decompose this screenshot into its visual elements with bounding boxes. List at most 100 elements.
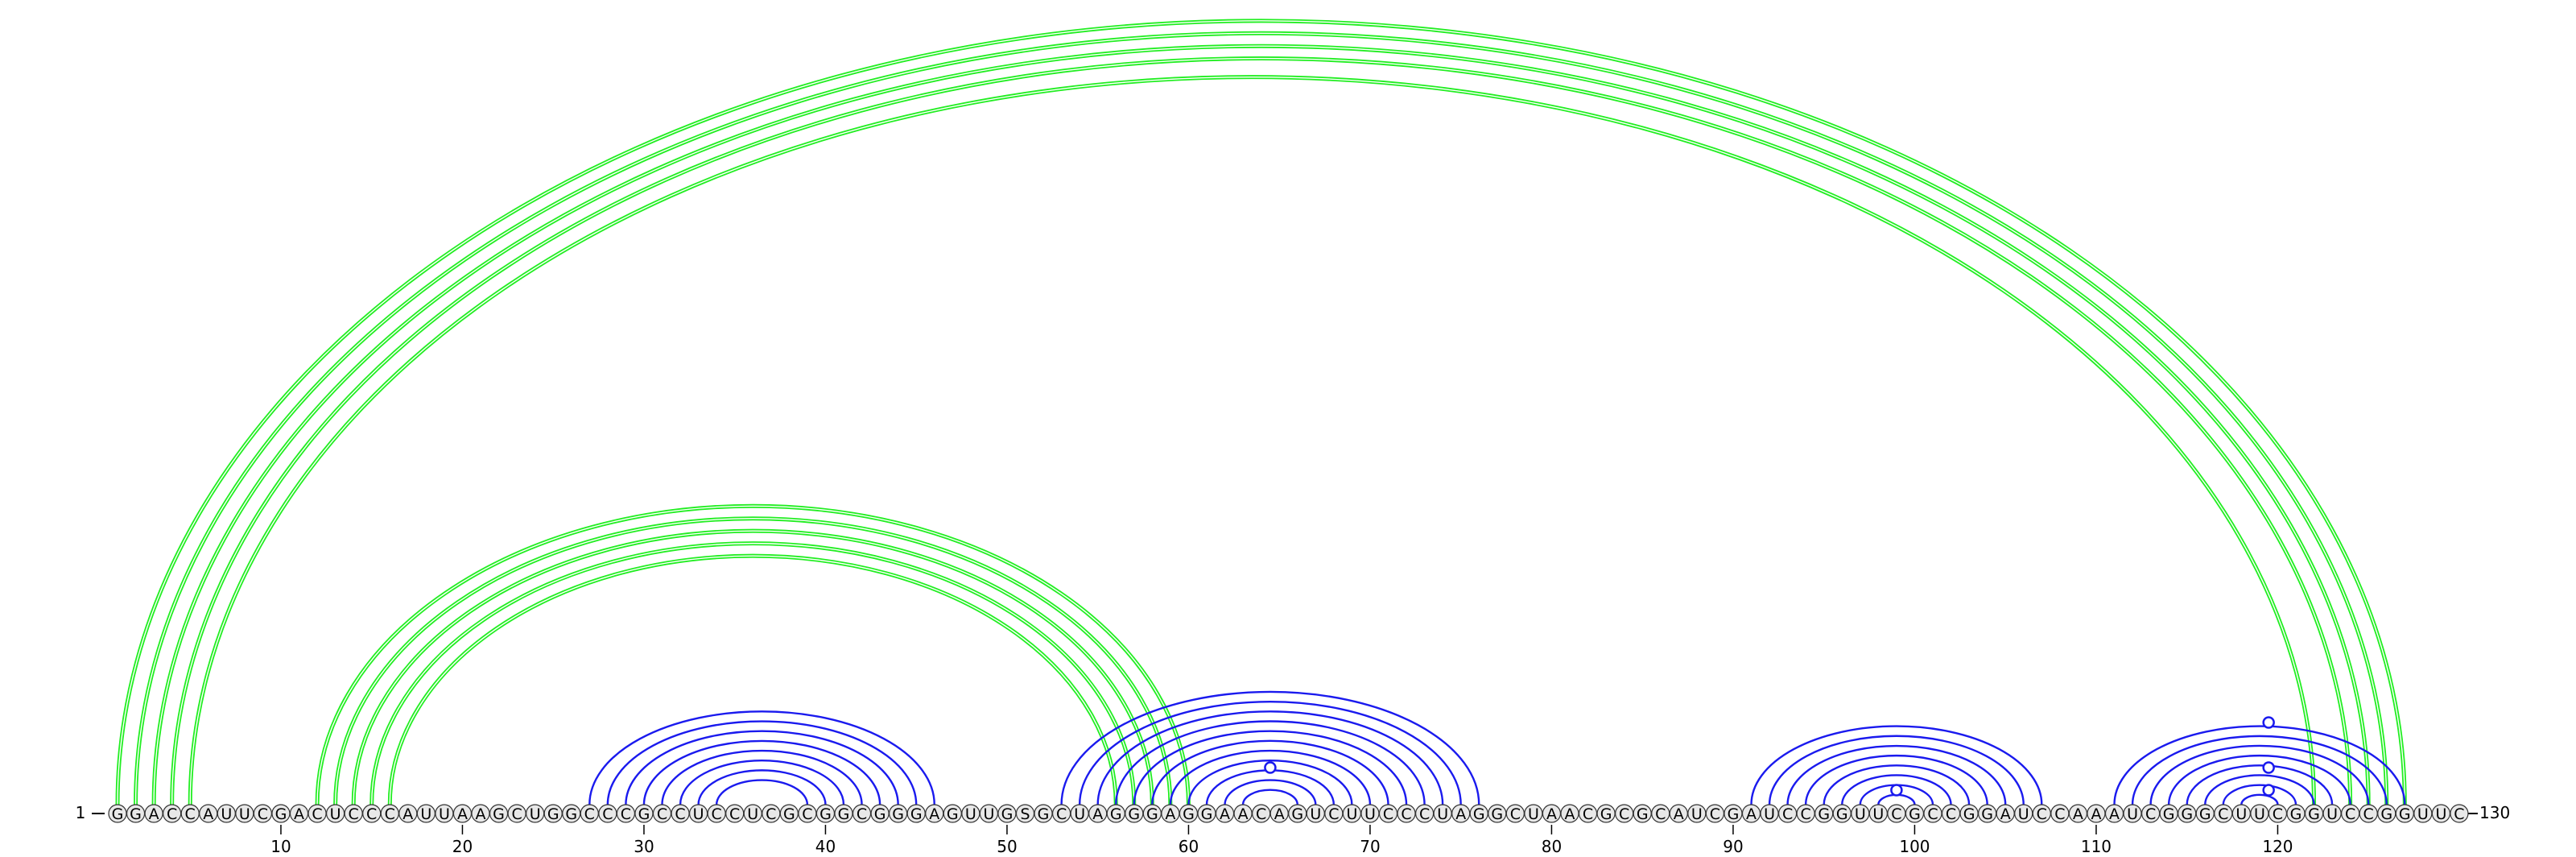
base-letter: C bbox=[2363, 805, 2374, 823]
base-letter: A bbox=[2000, 805, 2011, 823]
base-letter: G bbox=[1600, 805, 1612, 823]
base-letter: C bbox=[602, 805, 613, 823]
base-letter: C bbox=[2145, 805, 2156, 823]
base-letter: A bbox=[1674, 805, 1684, 823]
base-letter: C bbox=[258, 805, 268, 823]
pseudoknot-arc bbox=[151, 43, 2371, 805]
pseudoknot-arc-core bbox=[316, 505, 1190, 805]
helix-arc bbox=[1841, 774, 1952, 805]
end-label: 130 bbox=[2479, 803, 2510, 822]
base-letter: A bbox=[1238, 805, 1249, 823]
base-letter: U bbox=[1764, 805, 1775, 823]
helix-arc bbox=[1078, 700, 1462, 805]
arc-layer bbox=[115, 19, 2407, 805]
base-letter: U bbox=[965, 805, 976, 823]
base-letter: U bbox=[439, 805, 450, 823]
base-letter: A bbox=[929, 805, 939, 823]
base-letter: G bbox=[2380, 805, 2392, 823]
helix-arc bbox=[2113, 725, 2406, 805]
base-letter: C bbox=[349, 805, 359, 823]
base-letter: C bbox=[312, 805, 322, 823]
base-letter: G bbox=[874, 805, 886, 823]
pseudoknot-arc-core bbox=[334, 518, 1171, 805]
base-letter: C bbox=[2037, 805, 2047, 823]
base-letter: A bbox=[402, 805, 413, 823]
helix-arc bbox=[1060, 690, 1480, 805]
pseudoknot-arc bbox=[333, 516, 1173, 805]
tick-label: 70 bbox=[1360, 837, 1380, 856]
sequence-baseline: 1 130 bbox=[76, 803, 2511, 822]
base-letter: A bbox=[1565, 805, 1575, 823]
base-letter: G bbox=[638, 805, 650, 823]
base-letter: C bbox=[621, 805, 631, 823]
base-letter: G bbox=[130, 805, 142, 823]
tick-label: 120 bbox=[2262, 837, 2293, 856]
base-letter: U bbox=[1855, 805, 1866, 823]
base-letter: C bbox=[1801, 805, 1811, 823]
marker-circle bbox=[2262, 761, 2275, 774]
pseudoknot-arc-core bbox=[117, 20, 2405, 805]
base-letter: G bbox=[892, 805, 904, 823]
base-letter: U bbox=[1074, 805, 1085, 823]
helix-arc bbox=[625, 730, 899, 805]
tick-label: 100 bbox=[1899, 837, 1930, 856]
base-letter: G bbox=[1836, 805, 1848, 823]
base-letter: C bbox=[167, 805, 177, 823]
base-letter: G bbox=[819, 805, 832, 823]
pseudoknot-arc bbox=[115, 19, 2407, 805]
base-letter: U bbox=[1872, 805, 1884, 823]
helix-arc bbox=[1224, 779, 1317, 805]
tick-label: 30 bbox=[634, 837, 654, 856]
base-letter: G bbox=[1038, 805, 1050, 823]
helix-arc bbox=[1096, 710, 1444, 805]
base-letter: G bbox=[1128, 805, 1140, 823]
base-letter: A bbox=[1220, 805, 1230, 823]
base-letter: G bbox=[565, 805, 577, 823]
tick-label: 60 bbox=[1179, 837, 1199, 856]
base-letter: G bbox=[2399, 805, 2411, 823]
helix-arc bbox=[2186, 764, 2334, 805]
base-letter: C bbox=[712, 805, 722, 823]
helix-arc bbox=[1786, 744, 2007, 805]
base-letter: A bbox=[1546, 805, 1557, 823]
base-letter: U bbox=[2235, 805, 2247, 823]
base-letter: C bbox=[1256, 805, 1266, 823]
base-letter: C bbox=[857, 805, 867, 823]
helix-arc bbox=[1823, 764, 1971, 805]
base-letter: C bbox=[1328, 805, 1339, 823]
marker-layer bbox=[1264, 716, 2275, 797]
base-letter: G bbox=[2181, 805, 2193, 823]
base-letter: U bbox=[1437, 805, 1448, 823]
base-letter: A bbox=[1092, 805, 1103, 823]
helix-arc bbox=[606, 720, 918, 805]
base-letter: G bbox=[493, 805, 505, 823]
base-letter: C bbox=[1891, 805, 1901, 823]
base-letter: A bbox=[1274, 805, 1285, 823]
base-letter: U bbox=[1310, 805, 1321, 823]
base-letter: C bbox=[1946, 805, 1956, 823]
base-letter: A bbox=[457, 805, 468, 823]
tick-label: 80 bbox=[1542, 837, 1562, 856]
base-letter: U bbox=[1364, 805, 1376, 823]
base-letter: S bbox=[1020, 805, 1030, 823]
base-letter: G bbox=[947, 805, 959, 823]
base-letter: A bbox=[1455, 805, 1466, 823]
position-axis: 10 20 30 40 50 60 70 80 90 100 110 120 bbox=[270, 825, 2293, 856]
base-letter: C bbox=[185, 805, 196, 823]
base-letter: G bbox=[910, 805, 923, 823]
base-letter: C bbox=[1927, 805, 1938, 823]
base-letter: A bbox=[2073, 805, 2083, 823]
base-letter: U bbox=[693, 805, 704, 823]
base-letter: G bbox=[1473, 805, 1485, 823]
pseudoknot-arc bbox=[351, 528, 1154, 805]
base-letter: G bbox=[2199, 805, 2211, 823]
base-letter: U bbox=[420, 805, 431, 823]
helix-arc bbox=[1804, 754, 1988, 805]
tick-label: 50 bbox=[997, 837, 1017, 856]
base-letter: G bbox=[1201, 805, 1213, 823]
marker-circle bbox=[1890, 784, 1903, 797]
base-letter: C bbox=[1056, 805, 1067, 823]
pseudoknot-arc-core bbox=[389, 555, 1117, 805]
tick-label: 20 bbox=[452, 837, 473, 856]
base-letter: G bbox=[2290, 805, 2302, 823]
